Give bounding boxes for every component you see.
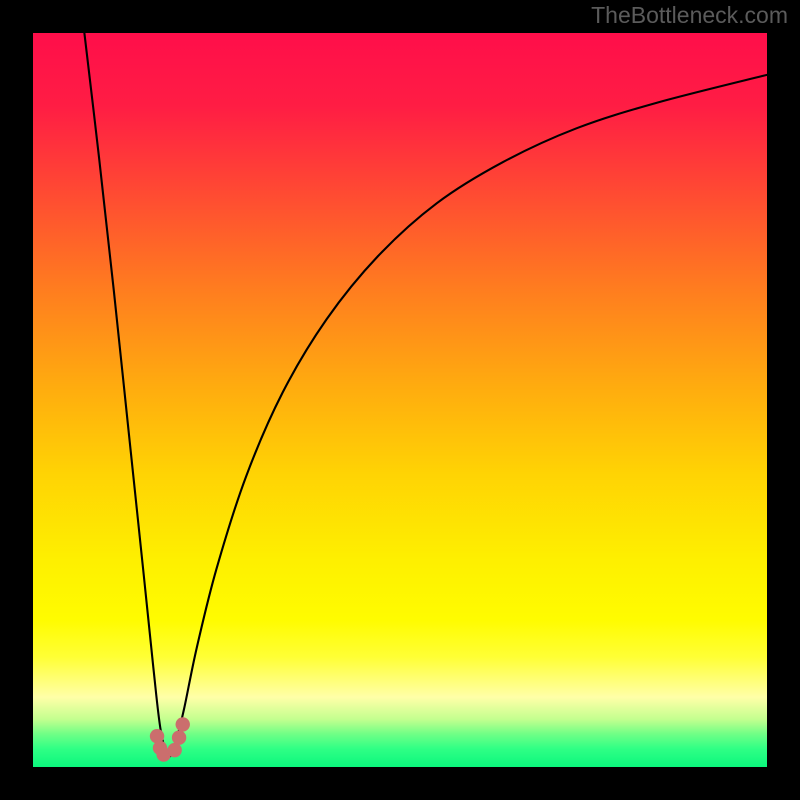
bottleneck-chart [0, 0, 800, 800]
marker-dot [167, 743, 181, 757]
marker-dot [176, 717, 190, 731]
marker-dot [172, 730, 186, 744]
chart-container: TheBottleneck.com [0, 0, 800, 800]
watermark-text: TheBottleneck.com [591, 2, 788, 29]
plot-background [33, 33, 767, 767]
